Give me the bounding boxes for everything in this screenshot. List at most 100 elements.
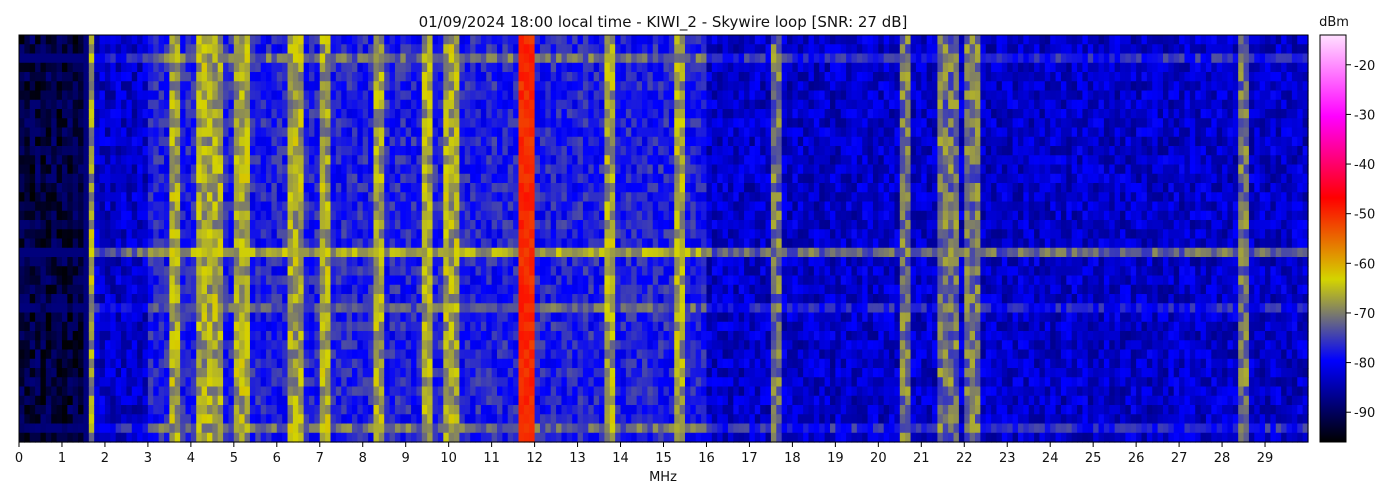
heatmap-cell: [566, 368, 573, 378]
heatmap-cell: [523, 155, 530, 166]
heatmap-cell: [464, 62, 471, 73]
heatmap-cell: [260, 81, 267, 92]
heatmap-cell: [104, 312, 111, 323]
heatmap-cell: [83, 312, 90, 323]
heatmap-cell: [561, 44, 568, 55]
heatmap-cell: [523, 358, 530, 369]
heatmap-cell: [588, 118, 595, 129]
heatmap-cell: [480, 62, 487, 73]
heatmap-cell: [260, 155, 267, 166]
heatmap-cell: [437, 164, 444, 175]
heatmap-cell: [228, 395, 235, 406]
heatmap-cell: [400, 257, 407, 267]
heatmap-cell: [529, 155, 536, 166]
heatmap-cell: [599, 220, 606, 230]
heatmap-cell: [625, 35, 632, 45]
heatmap-cell: [72, 423, 79, 434]
heatmap-cell: [609, 349, 616, 360]
heatmap-cell: [276, 62, 283, 73]
heatmap-cell: [625, 210, 632, 221]
heatmap-cell: [572, 275, 579, 286]
heatmap-cell: [615, 173, 622, 184]
heatmap-cell: [459, 340, 466, 351]
heatmap-cell: [427, 136, 434, 147]
heatmap-cell: [529, 35, 536, 45]
heatmap-cell: [244, 284, 251, 295]
heatmap-cell: [577, 284, 584, 295]
heatmap-cell: [325, 386, 332, 397]
heatmap-cell: [78, 386, 85, 397]
heatmap-cell: [24, 349, 31, 360]
heatmap-cell: [78, 423, 85, 434]
heatmap-cell: [233, 173, 240, 184]
heatmap-cell: [88, 386, 95, 397]
heatmap-cell: [523, 210, 530, 221]
heatmap-cell: [539, 414, 546, 425]
heatmap-cell: [180, 405, 187, 415]
heatmap-cell: [378, 331, 385, 341]
heatmap-cell: [561, 423, 568, 434]
heatmap-cell: [298, 201, 305, 212]
heatmap-cell: [217, 368, 224, 378]
heatmap-cell: [373, 294, 380, 304]
heatmap-cell: [534, 284, 541, 295]
heatmap-cell: [625, 53, 632, 64]
heatmap-cell: [104, 321, 111, 332]
heatmap-cell: [147, 395, 154, 406]
heatmap-cell: [368, 386, 375, 397]
heatmap-cell: [394, 201, 401, 212]
heatmap-cell: [582, 294, 589, 304]
heatmap-cell: [190, 72, 197, 82]
heatmap-cell: [223, 136, 230, 147]
heatmap-cell: [325, 294, 332, 304]
heatmap-cell: [51, 247, 58, 258]
heatmap-cell: [507, 257, 514, 267]
heatmap-cell: [51, 99, 58, 110]
heatmap-cell: [378, 44, 385, 55]
heatmap-cell: [599, 62, 606, 73]
heatmap-cell: [448, 35, 455, 45]
heatmap-cell: [83, 192, 90, 203]
heatmap-cell: [427, 62, 434, 73]
heatmap-cell: [335, 220, 342, 230]
heatmap-cell: [137, 192, 144, 203]
heatmap-cell: [185, 90, 192, 101]
heatmap-cell: [389, 44, 396, 55]
heatmap-cell: [411, 423, 418, 434]
heatmap-cell: [341, 229, 348, 240]
heatmap-cell: [99, 192, 106, 203]
heatmap-cell: [212, 146, 219, 156]
heatmap-cell: [287, 358, 294, 369]
heatmap-cell: [72, 247, 79, 258]
heatmap-cell: [335, 173, 342, 184]
heatmap-cell: [625, 109, 632, 119]
heatmap-cell: [206, 201, 213, 212]
heatmap-cell: [196, 201, 203, 212]
heatmap-cell: [346, 405, 353, 415]
heatmap-cell: [298, 155, 305, 166]
heatmap-cell: [448, 81, 455, 92]
heatmap-cell: [373, 284, 380, 295]
heatmap-cell: [314, 349, 321, 360]
heatmap-cell: [513, 405, 520, 415]
heatmap-cell: [271, 238, 278, 249]
heatmap-cell: [206, 210, 213, 221]
heatmap-cell: [61, 238, 68, 249]
heatmap-cell: [24, 127, 31, 138]
heatmap-cell: [282, 405, 289, 415]
heatmap-cell: [319, 44, 326, 55]
heatmap-cell: [400, 321, 407, 332]
heatmap-cell: [249, 229, 256, 240]
heatmap-cell: [164, 423, 170, 434]
heatmap-cell: [164, 146, 170, 156]
heatmap-cell: [303, 238, 310, 249]
heatmap-cell: [212, 405, 219, 415]
heatmap-cell: [292, 210, 299, 221]
heatmap-cell: [373, 81, 380, 92]
heatmap-cell: [244, 118, 251, 129]
heatmap-cell: [545, 146, 552, 156]
heatmap-cell: [620, 312, 627, 323]
heatmap-cell: [185, 72, 192, 82]
heatmap-cell: [475, 183, 482, 193]
heatmap-cell: [72, 331, 79, 341]
